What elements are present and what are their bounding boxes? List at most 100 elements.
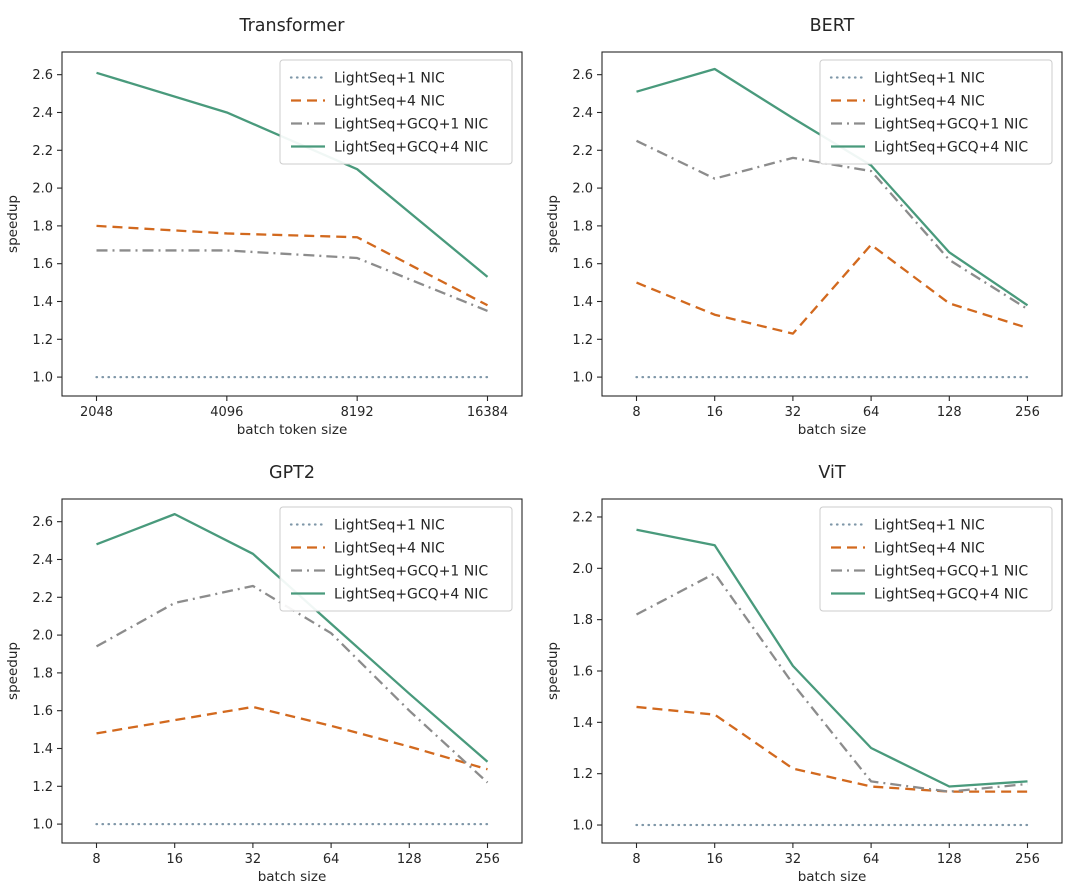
y-tick-label: 2.2 — [572, 144, 593, 159]
legend-label: LightSeq+1 NIC — [874, 70, 985, 86]
series-line — [635, 572, 1028, 793]
x-tick-label: 8 — [632, 405, 640, 420]
legend-box — [819, 506, 1053, 612]
y-tick-label: 1.2 — [32, 333, 53, 348]
y-tick-label: 2.6 — [32, 68, 53, 83]
y-tick-label: 1.6 — [572, 257, 593, 272]
chart-svg: BERT 1.0 1.2 1.4 1.6 1.8 2.0 2.2 2.4 2.6 8 16 32 64 12… — [545, 16, 1063, 438]
series-line — [635, 139, 1029, 311]
x-tick-label: 64 — [863, 852, 880, 867]
y-tick-label: 1.2 — [572, 333, 593, 348]
legend-box — [819, 59, 1053, 165]
x-tick-label: 64 — [863, 405, 880, 420]
chart-vit: ViT 1.0 1.2 1.4 1.6 1.8 2.0 2.2 8 16 32 64 128 256 bat… — [540, 447, 1080, 894]
x-tick-label: 128 — [937, 405, 962, 420]
legend-label: LightSeq+4 NIC — [874, 540, 985, 556]
chart-title: Transformer — [238, 16, 345, 36]
legend-label: LightSeq+GCQ+4 NIC — [334, 586, 488, 602]
y-tick-label: 1.8 — [572, 613, 593, 628]
y-tick-label: 2.2 — [32, 591, 53, 606]
chart-svg: GPT2 1.0 1.2 1.4 1.6 1.8 2.0 2.2 2.4 2.6 8 16 32 64 12… — [5, 463, 523, 885]
y-tick-label: 1.0 — [572, 371, 593, 386]
x-tick-label: 2048 — [80, 405, 113, 420]
y-tick-label: 2.4 — [572, 106, 593, 121]
y-tick-label: 1.6 — [32, 704, 53, 719]
x-tick-label: 16 — [706, 852, 723, 867]
y-axis-label: speedup — [545, 195, 561, 253]
legend-label: LightSeq+1 NIC — [334, 517, 445, 533]
series-line — [96, 249, 488, 313]
y-axis-label: speedup — [5, 642, 21, 700]
y-tick-label: 2.2 — [32, 144, 53, 159]
chart-gpt2: GPT2 1.0 1.2 1.4 1.6 1.8 2.0 2.2 2.4 2.6 8 16 32 64 12… — [0, 447, 540, 894]
x-tick-label: 4096 — [210, 405, 243, 420]
legend-label: LightSeq+1 NIC — [334, 70, 445, 86]
x-tick-label: 16384 — [467, 405, 508, 420]
x-tick-label: 8 — [632, 852, 640, 867]
x-tick-label: 256 — [475, 852, 500, 867]
y-tick-label: 1.2 — [572, 767, 593, 782]
y-tick-label: 1.8 — [572, 219, 593, 234]
series-line — [636, 243, 1028, 335]
axes-box — [61, 51, 523, 397]
x-tick-label: 8192 — [341, 405, 374, 420]
y-tick-label: 2.4 — [32, 106, 53, 121]
series-line — [96, 705, 488, 771]
y-tick-label: 1.4 — [572, 716, 593, 731]
y-tick-label: 1.6 — [572, 665, 593, 680]
x-axis-label: batch size — [798, 869, 867, 885]
x-tick-label: 128 — [397, 852, 422, 867]
legend-label: LightSeq+GCQ+1 NIC — [874, 116, 1028, 132]
y-tick-label: 2.2 — [572, 510, 593, 525]
x-tick-label: 32 — [785, 405, 802, 420]
y-axis-label: speedup — [545, 642, 561, 700]
chart-title: GPT2 — [269, 463, 315, 483]
y-tick-label: 2.0 — [572, 182, 593, 197]
y-tick-label: 1.8 — [32, 219, 53, 234]
y-tick-label: 1.4 — [32, 295, 53, 310]
chart-title: BERT — [810, 16, 855, 36]
y-tick-label: 1.0 — [32, 818, 53, 833]
chart-bert: BERT 1.0 1.2 1.4 1.6 1.8 2.0 2.2 2.4 2.6 8 16 32 64 12… — [540, 0, 1080, 447]
y-tick-label: 1.0 — [572, 819, 593, 834]
y-tick-label: 1.6 — [32, 257, 53, 272]
legend-box — [279, 506, 513, 612]
series-line — [636, 528, 1028, 788]
x-tick-label: 256 — [1015, 852, 1040, 867]
y-tick-label: 2.0 — [572, 562, 593, 577]
x-axis-label: batch size — [798, 422, 867, 438]
y-tick-label: 1.2 — [32, 780, 53, 795]
axes-box — [601, 51, 1063, 397]
x-tick-label: 32 — [245, 852, 262, 867]
legend-label: LightSeq+GCQ+4 NIC — [874, 139, 1028, 155]
legend-label: LightSeq+GCQ+1 NIC — [874, 563, 1028, 579]
series-line — [96, 224, 489, 307]
legend-label: LightSeq+4 NIC — [874, 93, 985, 109]
y-tick-label: 1.0 — [32, 371, 53, 386]
x-tick-label: 256 — [1015, 405, 1040, 420]
y-tick-label: 2.0 — [32, 182, 53, 197]
chart-svg: Transformer 1.0 1.2 1.4 1.6 1.8 2.0 2.2 2.4 2.6 20… — [5, 16, 523, 438]
chart-transformer: Transformer 1.0 1.2 1.4 1.6 1.8 2.0 2.2 2.4 2.6 20… — [0, 0, 540, 447]
y-tick-label: 1.4 — [32, 742, 53, 757]
legend-label: LightSeq+GCQ+4 NIC — [334, 139, 488, 155]
x-tick-label: 16 — [166, 852, 183, 867]
chart-svg: ViT 1.0 1.2 1.4 1.6 1.8 2.0 2.2 8 16 32 64 128 256 bat… — [545, 463, 1063, 885]
x-tick-label: 64 — [323, 852, 340, 867]
legend-label: LightSeq+4 NIC — [334, 540, 445, 556]
y-tick-label: 2.4 — [32, 553, 53, 568]
y-tick-label: 2.6 — [572, 68, 593, 83]
legend-label: LightSeq+1 NIC — [874, 517, 985, 533]
legend-label: LightSeq+GCQ+1 NIC — [334, 116, 488, 132]
legend-label: LightSeq+GCQ+1 NIC — [334, 563, 488, 579]
x-axis-label: batch token size — [237, 422, 348, 438]
x-tick-label: 8 — [92, 852, 100, 867]
y-tick-label: 2.0 — [32, 629, 53, 644]
y-tick-label: 1.8 — [32, 666, 53, 681]
series-line — [636, 705, 1028, 793]
x-tick-label: 128 — [937, 852, 962, 867]
x-tick-label: 32 — [785, 852, 802, 867]
legend-label: LightSeq+4 NIC — [334, 93, 445, 109]
chart-title: ViT — [818, 463, 845, 483]
